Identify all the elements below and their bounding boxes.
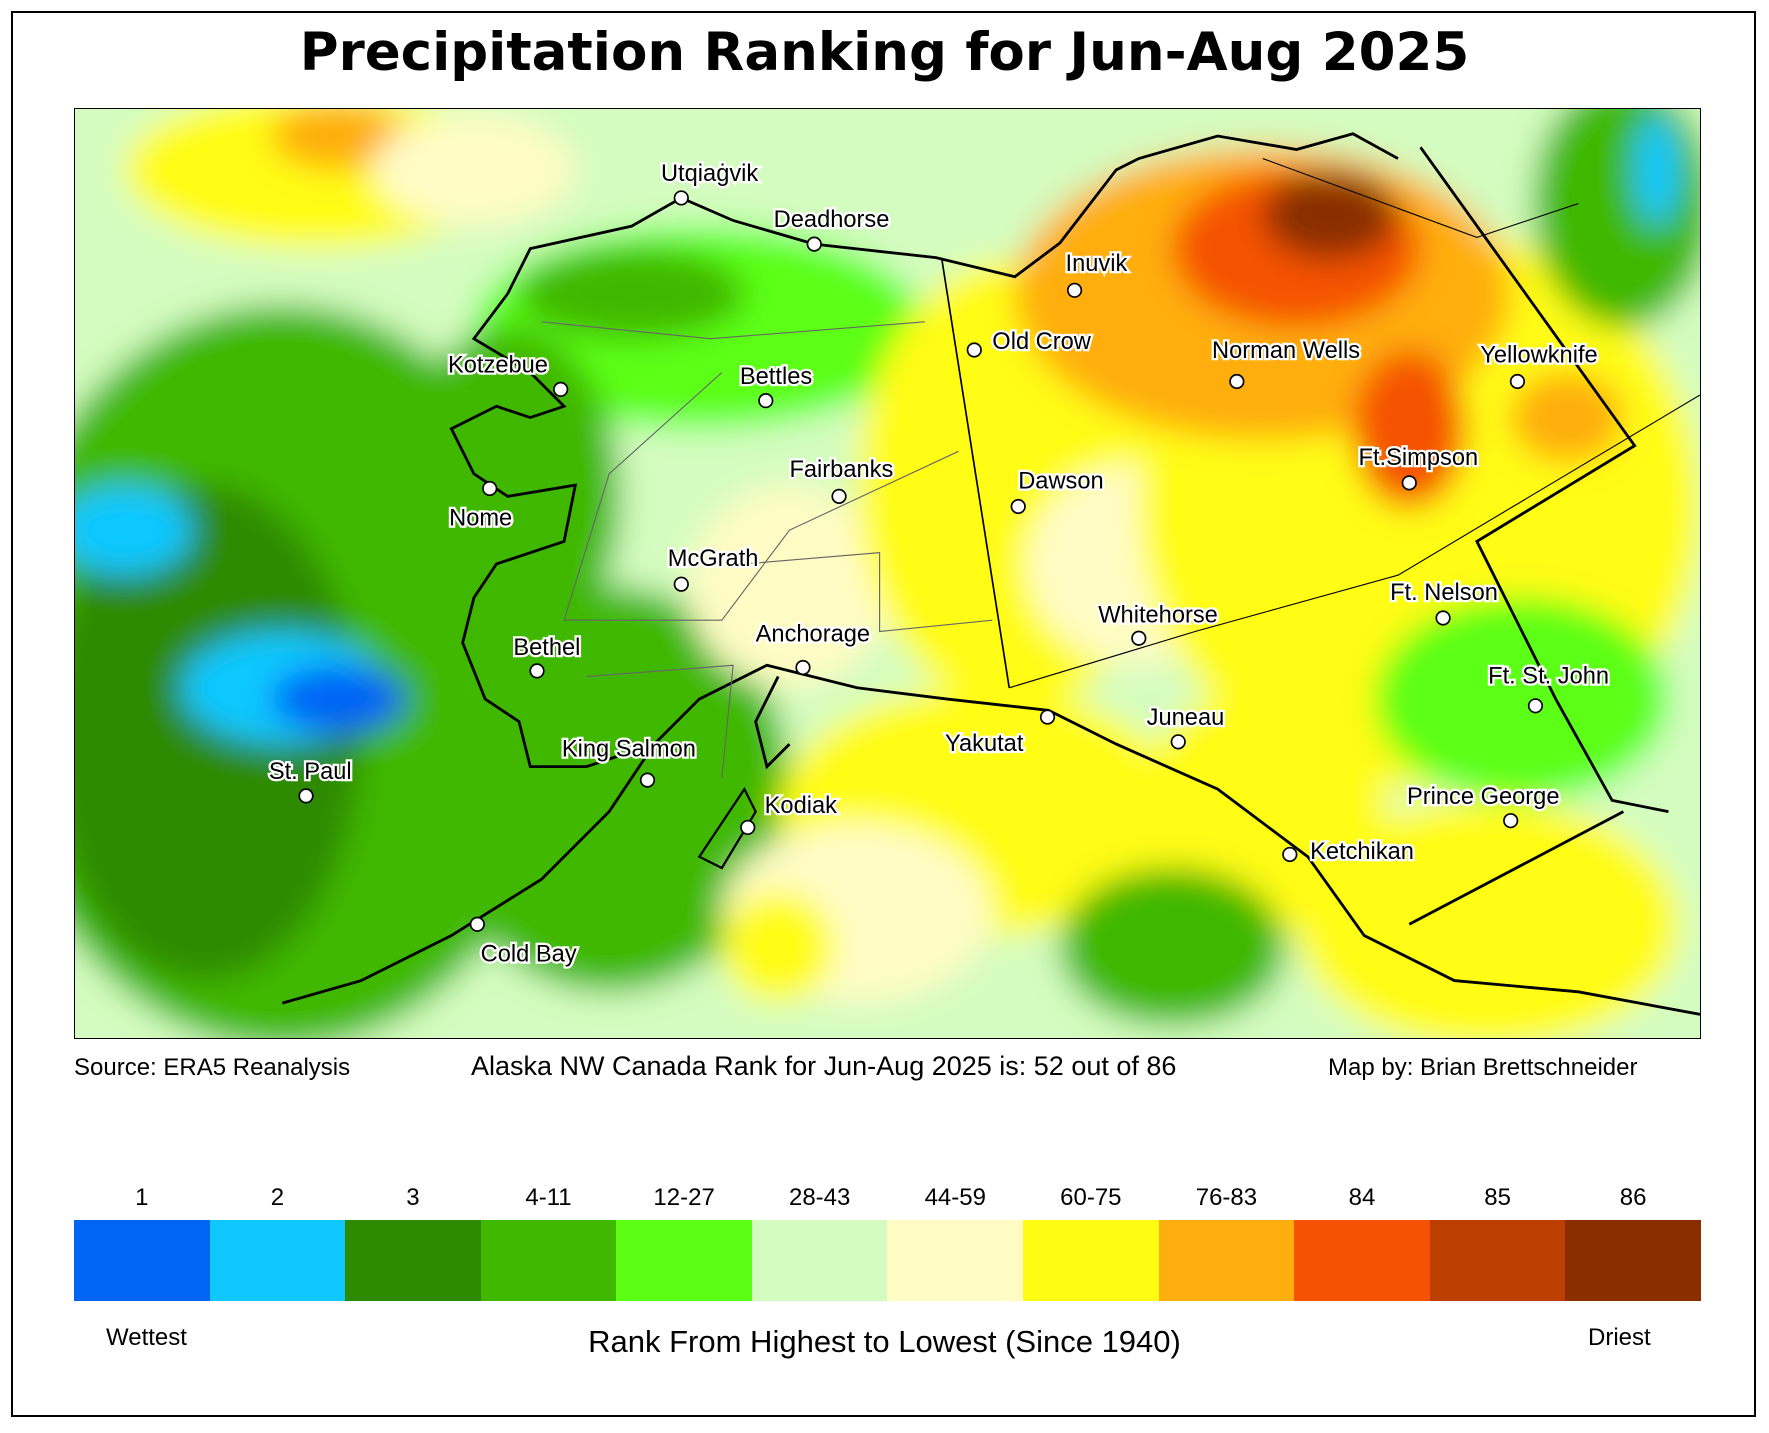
- legend-swatch: [887, 1220, 1024, 1301]
- legend-driest-label: Driest: [1588, 1324, 1651, 1351]
- legend-label: 85: [1484, 1184, 1511, 1211]
- legend-label: 76-83: [1195, 1184, 1258, 1211]
- legend-label: 28-43: [788, 1184, 851, 1211]
- svg-text:Kodiak: Kodiak: [765, 793, 837, 819]
- credit-note: Map by: Brian Brettschneider: [1328, 1054, 1638, 1081]
- svg-text:Bethel: Bethel: [513, 635, 580, 661]
- city-utqiagvik: Utqiaġvik: [659, 159, 761, 206]
- legend-swatch: [1429, 1220, 1566, 1301]
- legend-color-bar: [74, 1220, 1701, 1301]
- legend-label: 86: [1619, 1184, 1647, 1211]
- legend-swatch: [209, 1220, 346, 1301]
- city-ft-st-john: Ft. St. John: [1486, 661, 1611, 714]
- legend-swatch: [480, 1220, 617, 1301]
- svg-text:Kotzebue: Kotzebue: [448, 353, 548, 379]
- legend-labels: 1 2 3 4-11 12-27 28-43 44-59 60-75 76-83 84 85 86: [74, 1184, 1701, 1212]
- legend-swatch: [1158, 1220, 1295, 1301]
- svg-text:Inuvik: Inuvik: [1066, 251, 1128, 277]
- svg-text:Yellowknife: Yellowknife: [1480, 342, 1597, 368]
- city-mcgrath: McGrath: [666, 544, 761, 592]
- city-yakutat: Yakutat: [943, 709, 1056, 759]
- legend-swatch: [1023, 1220, 1159, 1301]
- city-dawson: Dawson: [1010, 466, 1106, 515]
- legend-swatch: [751, 1220, 888, 1301]
- svg-text:Anchorage: Anchorage: [756, 622, 870, 648]
- city-ft-simpson: Ft.Simpson: [1356, 443, 1480, 491]
- legend-label: 4-11: [525, 1184, 572, 1211]
- legend-label: 44-59: [924, 1184, 986, 1211]
- legend-swatch: [74, 1220, 210, 1301]
- svg-text:Bettles: Bettles: [740, 364, 812, 390]
- city-norman-wells: Norman Wells: [1210, 336, 1362, 390]
- svg-text:Old Crow: Old Crow: [992, 329, 1091, 355]
- city-anchorage: Anchorage: [753, 619, 872, 676]
- svg-text:Deadhorse: Deadhorse: [774, 207, 890, 233]
- legend-wettest-label: Wettest: [106, 1324, 187, 1351]
- legend-swatch: [1565, 1220, 1701, 1301]
- city-juneau: Juneau: [1144, 703, 1227, 750]
- city-cold-bay: Cold Bay: [469, 916, 579, 970]
- city-inuvik: Inuvik: [1063, 249, 1130, 298]
- svg-text:McGrath: McGrath: [668, 546, 759, 572]
- legend-swatch: [345, 1220, 481, 1301]
- figure-frame: [11, 11, 1756, 1417]
- city-king-salmon: King Salmon: [560, 734, 698, 788]
- svg-text:Ketchikan: Ketchikan: [1310, 839, 1414, 865]
- city-nome: Nome: [447, 480, 514, 534]
- city-ft-nelson: Ft. Nelson: [1388, 578, 1500, 626]
- city-prince-george: Prince George: [1405, 782, 1562, 829]
- svg-text:Nome: Nome: [449, 506, 512, 532]
- map-title: Precipitation Ranking for Jun-Aug 2025: [299, 22, 1470, 83]
- legend-swatch: [616, 1220, 752, 1301]
- legend-label: 60-75: [1060, 1184, 1122, 1211]
- city-deadhorse: Deadhorse: [771, 205, 892, 252]
- svg-text:Ft. St. John: Ft. St. John: [1488, 663, 1609, 689]
- city-kodiak: Kodiak: [740, 791, 839, 836]
- source-note: Source: ERA5 Reanalysis: [74, 1054, 351, 1081]
- legend-label: 84: [1348, 1184, 1376, 1211]
- coastlines-and-borders: [281, 132, 1700, 1016]
- city-fairbanks: Fairbanks: [787, 455, 896, 504]
- city-bettles: Bettles: [738, 362, 814, 409]
- legend-label: 3: [406, 1184, 420, 1211]
- overall-rank-note: Alaska NW Canada Rank for Jun-Aug 2025 i…: [471, 1051, 1177, 1081]
- svg-text:Utqiaġvik: Utqiaġvik: [661, 161, 758, 187]
- svg-text:Yakutat: Yakutat: [945, 731, 1024, 757]
- svg-text:Fairbanks: Fairbanks: [789, 457, 893, 483]
- legend-label: 1: [135, 1184, 149, 1211]
- city-ketchikan: Ketchikan: [1282, 837, 1416, 867]
- city-kotzebue: Kotzebue: [446, 350, 569, 397]
- city-old-crow: Old Crow: [966, 327, 1094, 358]
- precipitation-rank-map: Utqiaġvik Deadhorse Inuvik Old Crow Norm…: [74, 108, 1701, 1039]
- city-markers: Utqiaġvik Deadhorse Inuvik Old Crow Norm…: [267, 159, 1612, 970]
- svg-text:St. Paul: St. Paul: [269, 759, 352, 785]
- city-whitehorse: Whitehorse: [1096, 600, 1220, 646]
- svg-text:Dawson: Dawson: [1018, 468, 1103, 494]
- svg-text:Ft.Simpson: Ft.Simpson: [1359, 445, 1479, 471]
- svg-text:Prince George: Prince George: [1407, 784, 1559, 810]
- city-yellowknife: Yellowknife: [1478, 340, 1600, 390]
- svg-text:King Salmon: King Salmon: [562, 736, 696, 762]
- legend-swatch: [1294, 1220, 1430, 1301]
- svg-text:Norman Wells: Norman Wells: [1212, 338, 1360, 364]
- svg-text:Ft. Nelson: Ft. Nelson: [1390, 580, 1498, 606]
- legend-label: 2: [270, 1184, 285, 1211]
- svg-text:Whitehorse: Whitehorse: [1098, 602, 1218, 628]
- legend-axis-title: Rank From Highest to Lowest (Since 1940): [588, 1324, 1181, 1359]
- city-st-paul: St. Paul: [267, 757, 354, 804]
- rank-field: [75, 109, 1700, 1038]
- svg-text:Juneau: Juneau: [1147, 705, 1225, 731]
- map-svg: Utqiaġvik Deadhorse Inuvik Old Crow Norm…: [75, 109, 1700, 1038]
- svg-text:Cold Bay: Cold Bay: [481, 941, 577, 967]
- legend-label: 12-27: [653, 1184, 715, 1211]
- city-bethel: Bethel: [511, 633, 583, 679]
